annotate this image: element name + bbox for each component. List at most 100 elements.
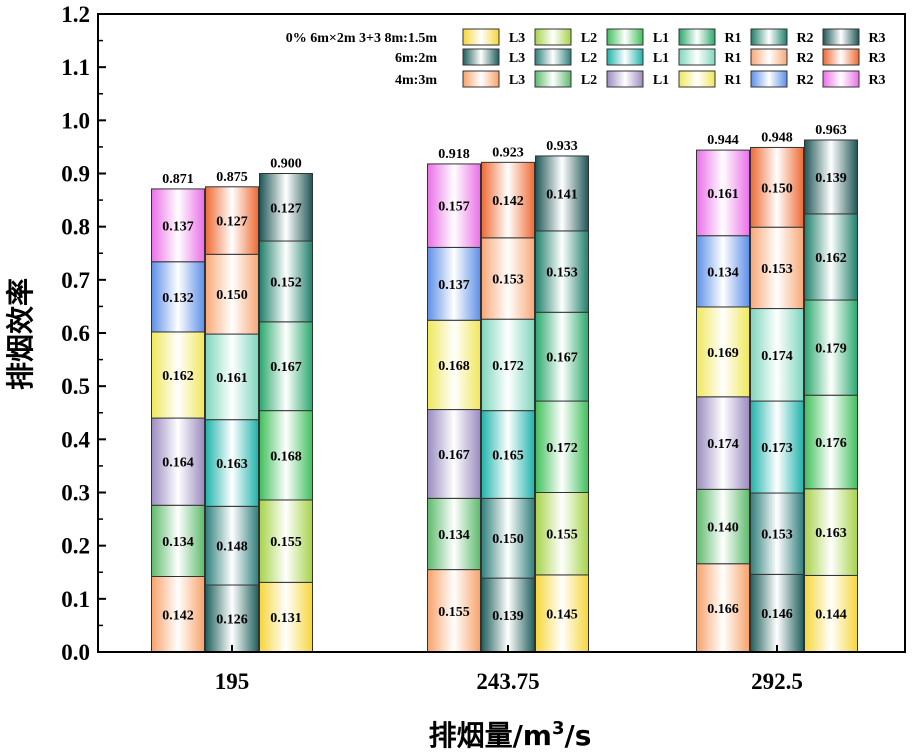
bar-segment-r1-0-0 — [151, 331, 205, 419]
segment-value-label: 0.165 — [492, 448, 524, 463]
legend-item-label: R3 — [868, 31, 885, 46]
bar-segment-r2-2-2 — [804, 213, 858, 301]
legend-swatch — [606, 70, 644, 88]
legend-swatch — [462, 48, 500, 66]
bar-segment-l2-2-1 — [750, 492, 804, 575]
bar-total-label: 0.918 — [438, 147, 470, 162]
bar-total-label: 0.948 — [761, 130, 793, 145]
bar-total-label: 0.875 — [216, 170, 248, 185]
y-tick-label: 1.2 — [61, 2, 90, 27]
bar-segment-r2-1-1 — [481, 237, 535, 320]
legend-item-label: R1 — [724, 73, 741, 88]
legend-swatch — [462, 28, 500, 46]
legend-item-label: L1 — [653, 73, 669, 88]
segment-value-label: 0.153 — [761, 528, 793, 543]
x-tick-label: 243.75 — [476, 669, 539, 694]
segment-value-label: 0.142 — [492, 194, 524, 209]
legend-row-label: 0% 6m×2m 3+3 8m:1.5m — [286, 31, 438, 46]
bar-segment-l2-2-2 — [804, 488, 858, 576]
legend-row-label: 4m:3m — [395, 73, 437, 88]
bar-segment-r3-0-1 — [205, 186, 259, 255]
legend-swatch — [822, 48, 860, 66]
bar-segment-r2-1-0 — [427, 246, 481, 321]
bar-segment-l2-1-2 — [535, 492, 589, 576]
segment-value-label: 0.173 — [761, 441, 793, 456]
legend-swatch — [678, 48, 716, 66]
segment-value-label: 0.153 — [761, 262, 793, 277]
legend-swatch — [534, 28, 572, 46]
x-axis-title: 排烟量/m3/s — [429, 718, 592, 752]
x-tick-label: 292.5 — [751, 669, 803, 694]
legend-item-label: R1 — [724, 31, 741, 46]
segment-value-label: 0.153 — [492, 273, 524, 288]
y-tick-label: 0.9 — [61, 162, 90, 187]
bar-total-label: 0.900 — [270, 157, 302, 172]
segment-value-label: 0.150 — [761, 181, 793, 196]
segment-value-label: 0.161 — [216, 371, 248, 386]
segment-value-label: 0.161 — [707, 187, 739, 202]
bar-segment-r2-0-0 — [151, 261, 205, 333]
legend: 0% 6m×2m 3+3 8m:1.5m L3 L2 L1 R1 R2 R3 6m:2m L3 L… — [286, 28, 886, 88]
bar-segment-r1-0-2 — [259, 321, 313, 412]
segment-value-label: 0.166 — [707, 602, 739, 617]
segment-value-label: 0.150 — [492, 532, 524, 547]
bar-total-label: 0.963 — [815, 123, 847, 138]
bar-segment-l3-0-0 — [151, 576, 205, 653]
segment-value-label: 0.174 — [707, 437, 739, 452]
bar-segment-l3-2-2 — [804, 574, 858, 653]
y-tick-label: 0.1 — [61, 587, 90, 612]
y-tick-label: 1.0 — [61, 108, 90, 133]
segment-value-label: 0.172 — [546, 441, 578, 456]
segment-value-label: 0.162 — [162, 369, 194, 384]
bar-segment-r2-1-2 — [535, 230, 589, 313]
y-tick-label: 0.8 — [61, 215, 90, 240]
legend-row-label: 6m:2m — [395, 51, 437, 66]
legend-item-label: R2 — [796, 31, 813, 46]
y-tick-label: 1.1 — [61, 55, 90, 80]
bar-total-label: 0.923 — [492, 145, 524, 160]
bar-segment-r2-0-1 — [205, 253, 259, 335]
bar-segment-r2-2-1 — [750, 226, 804, 310]
segment-value-label: 0.174 — [761, 349, 793, 364]
segment-value-label: 0.144 — [815, 608, 847, 623]
segment-value-label: 0.155 — [438, 605, 470, 620]
segment-value-label: 0.168 — [438, 359, 470, 374]
legend-item-label: L3 — [509, 31, 525, 46]
legend-swatch — [822, 28, 860, 46]
legend-item-label: R2 — [796, 51, 813, 66]
bar-segment-r3-2-0 — [696, 149, 750, 237]
bar-segment-r1-1-2 — [535, 311, 589, 402]
legend-item-label: R3 — [868, 73, 885, 88]
legend-swatch — [606, 28, 644, 46]
bar-segment-l1-1-0 — [427, 409, 481, 499]
bar-segment-l1-0-1 — [205, 419, 259, 507]
legend-item-label: R1 — [724, 51, 741, 66]
segment-value-label: 0.172 — [492, 359, 524, 374]
segment-value-label: 0.168 — [270, 449, 302, 464]
bar-segment-r1-2-0 — [696, 306, 750, 398]
bar-segment-r2-2-0 — [696, 235, 750, 308]
segment-value-label: 0.139 — [815, 171, 847, 186]
bar-total-label: 0.944 — [707, 133, 739, 148]
bar-segment-l1-0-2 — [259, 410, 313, 501]
segment-value-label: 0.167 — [438, 448, 470, 463]
segment-value-label: 0.179 — [815, 342, 847, 357]
legend-item-label: L2 — [581, 51, 597, 66]
x-tick-label: 195 — [215, 669, 250, 694]
legend-item-label: R3 — [868, 51, 885, 66]
segment-value-label: 0.145 — [546, 607, 578, 622]
y-axis-title: 排烟效率 — [4, 278, 37, 390]
legend-swatch — [678, 28, 716, 46]
bar-segment-r3-2-2 — [804, 139, 858, 215]
y-tick-label: 0.4 — [61, 427, 90, 452]
segment-value-label: 0.137 — [162, 219, 194, 234]
legend-item-label: L3 — [509, 73, 525, 88]
bar-segment-r3-1-1 — [481, 161, 535, 239]
segment-value-label: 0.134 — [438, 528, 470, 543]
segment-value-label: 0.131 — [270, 611, 302, 626]
segment-value-label: 0.134 — [162, 535, 194, 550]
bar-total-label: 0.933 — [546, 139, 578, 154]
bar-segment-l3-1-0 — [427, 569, 481, 653]
segment-value-label: 0.153 — [546, 266, 578, 281]
